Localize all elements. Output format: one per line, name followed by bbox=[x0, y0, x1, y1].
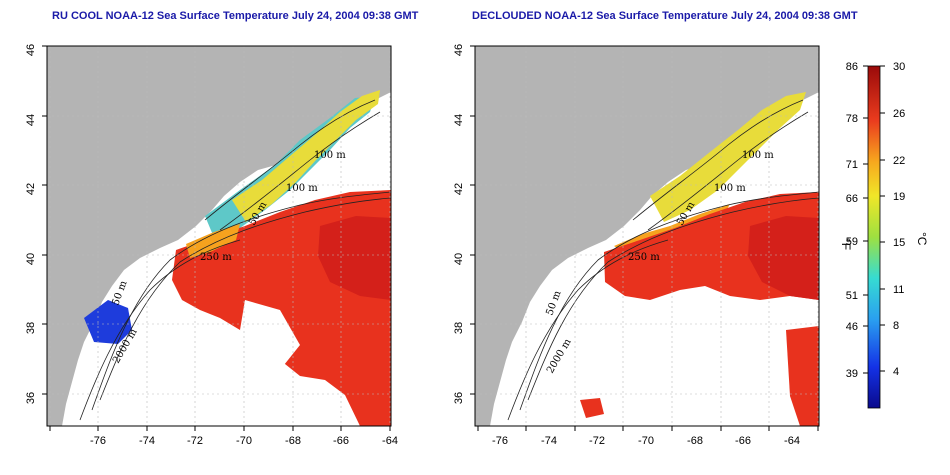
celsius-tick: 15 bbox=[893, 237, 905, 249]
celsius-tick: 22 bbox=[893, 155, 905, 167]
fahrenheit-tick: 71 bbox=[846, 159, 858, 171]
left-grid bbox=[47, 46, 391, 426]
celsius-unit-label: °C bbox=[915, 232, 929, 246]
right-axis-ticks bbox=[470, 45, 819, 431]
left-contour-label-2: 100 m bbox=[286, 183, 318, 194]
right-lat-labels: 46 44 42 40 38 36 bbox=[453, 44, 465, 404]
right-lat-tick: 44 bbox=[453, 114, 465, 126]
celsius-tick: 26 bbox=[893, 108, 905, 120]
right-contour-label-2: 100 m bbox=[714, 183, 746, 194]
left-cloud-mask-2 bbox=[240, 300, 300, 370]
right-lon-tick: -66 bbox=[735, 435, 751, 447]
right-map-frame bbox=[474, 45, 820, 427]
right-sst-small-patch bbox=[580, 398, 604, 418]
right-lon-labels: -76 -74 -72 -70 -68 -66 -64 bbox=[492, 435, 800, 447]
right-lon-tick: -64 bbox=[784, 435, 800, 447]
left-lat-tick: 46 bbox=[25, 44, 37, 56]
fahrenheit-tick: 66 bbox=[846, 193, 858, 205]
right-map-panel: 100 m 100 m 50 m 250 m 50 m 2000 m -76 -… bbox=[453, 44, 820, 447]
right-sst-shelf-yellow bbox=[650, 92, 806, 222]
right-lon-tick: -72 bbox=[589, 435, 605, 447]
right-bathymetry-contours bbox=[507, 99, 819, 421]
celsius-tick: 8 bbox=[893, 320, 899, 332]
left-lon-tick: -72 bbox=[187, 435, 203, 447]
left-sst-warm-eddy bbox=[318, 216, 391, 300]
right-lon-tick: -70 bbox=[638, 435, 654, 447]
right-lon-tick: -68 bbox=[687, 435, 703, 447]
left-map-frame bbox=[46, 45, 392, 427]
left-lat-labels: 46 44 42 40 38 36 bbox=[25, 44, 37, 404]
right-contour-label-1: 100 m bbox=[742, 150, 774, 161]
right-sst-warm-eddy bbox=[748, 216, 819, 300]
left-lat-tick: 38 bbox=[25, 322, 37, 334]
colorbar-ticks bbox=[863, 65, 885, 374]
fahrenheit-tick: 78 bbox=[846, 113, 858, 125]
celsius-tick: 4 bbox=[893, 366, 899, 378]
left-sst-cold-blue bbox=[84, 300, 132, 344]
right-lon-tick: -74 bbox=[541, 435, 557, 447]
left-lon-tick: -74 bbox=[139, 435, 155, 447]
left-lon-tick: -68 bbox=[285, 435, 301, 447]
left-sst-orange-band bbox=[186, 224, 240, 258]
left-panel-title: RU COOL NOAA-12 Sea Surface Temperature … bbox=[52, 10, 419, 22]
left-cloud-mask bbox=[110, 330, 260, 426]
left-bathymetry-contours bbox=[79, 99, 391, 421]
right-lat-tick: 46 bbox=[453, 44, 465, 56]
left-axis-ticks bbox=[42, 45, 391, 431]
right-land-nova-scotia bbox=[773, 46, 819, 104]
fahrenheit-tick-labels: 86 78 71 66 59 51 46 39 bbox=[846, 61, 858, 380]
temperature-colorbar: 86 78 71 66 59 51 46 39 30 26 22 19 15 1… bbox=[839, 61, 929, 409]
right-lat-tick: 38 bbox=[453, 322, 465, 334]
right-lat-tick: 36 bbox=[453, 392, 465, 404]
fahrenheit-tick: 46 bbox=[846, 321, 858, 333]
left-lon-tick: -76 bbox=[90, 435, 106, 447]
left-sst-shelf-yellow bbox=[232, 90, 380, 222]
left-lat-tick: 42 bbox=[25, 183, 37, 195]
left-lat-tick: 40 bbox=[25, 253, 37, 265]
fahrenheit-tick: 51 bbox=[846, 290, 858, 302]
right-lat-tick: 40 bbox=[453, 253, 465, 265]
left-land-nova-scotia bbox=[345, 46, 391, 104]
left-map-panel: 100 m 100 m 50 m 250 m 50 m 2000 m -76 -… bbox=[25, 44, 398, 447]
fahrenheit-tick: 59 bbox=[846, 236, 858, 248]
right-contour-label-4: 250 m bbox=[628, 252, 660, 263]
fahrenheit-unit-label: °F bbox=[839, 238, 853, 250]
left-contour-label-4: 250 m bbox=[200, 252, 232, 263]
colorbar-gradient bbox=[867, 65, 881, 409]
celsius-tick-labels: 30 26 22 19 15 11 8 4 bbox=[893, 61, 905, 378]
right-lat-tick: 42 bbox=[453, 183, 465, 195]
left-lon-labels: -76 -74 -72 -70 -68 -66 -64 bbox=[90, 435, 398, 447]
left-lat-tick: 36 bbox=[25, 392, 37, 404]
celsius-tick: 11 bbox=[893, 284, 904, 296]
celsius-tick: 19 bbox=[893, 191, 905, 203]
right-lon-tick: -76 bbox=[492, 435, 508, 447]
right-grid bbox=[475, 46, 819, 426]
right-sst-south-patch bbox=[786, 326, 819, 426]
left-lon-tick: -70 bbox=[236, 435, 252, 447]
left-contour-label-1: 100 m bbox=[314, 150, 346, 161]
celsius-tick: 30 bbox=[893, 61, 905, 73]
left-lon-tick: -64 bbox=[382, 435, 398, 447]
fahrenheit-tick: 39 bbox=[846, 368, 858, 380]
left-lon-tick: -66 bbox=[333, 435, 349, 447]
fahrenheit-tick: 86 bbox=[846, 61, 858, 73]
right-panel-title: DECLOUDED NOAA-12 Sea Surface Temperatur… bbox=[472, 10, 858, 22]
left-lat-tick: 44 bbox=[25, 114, 37, 126]
